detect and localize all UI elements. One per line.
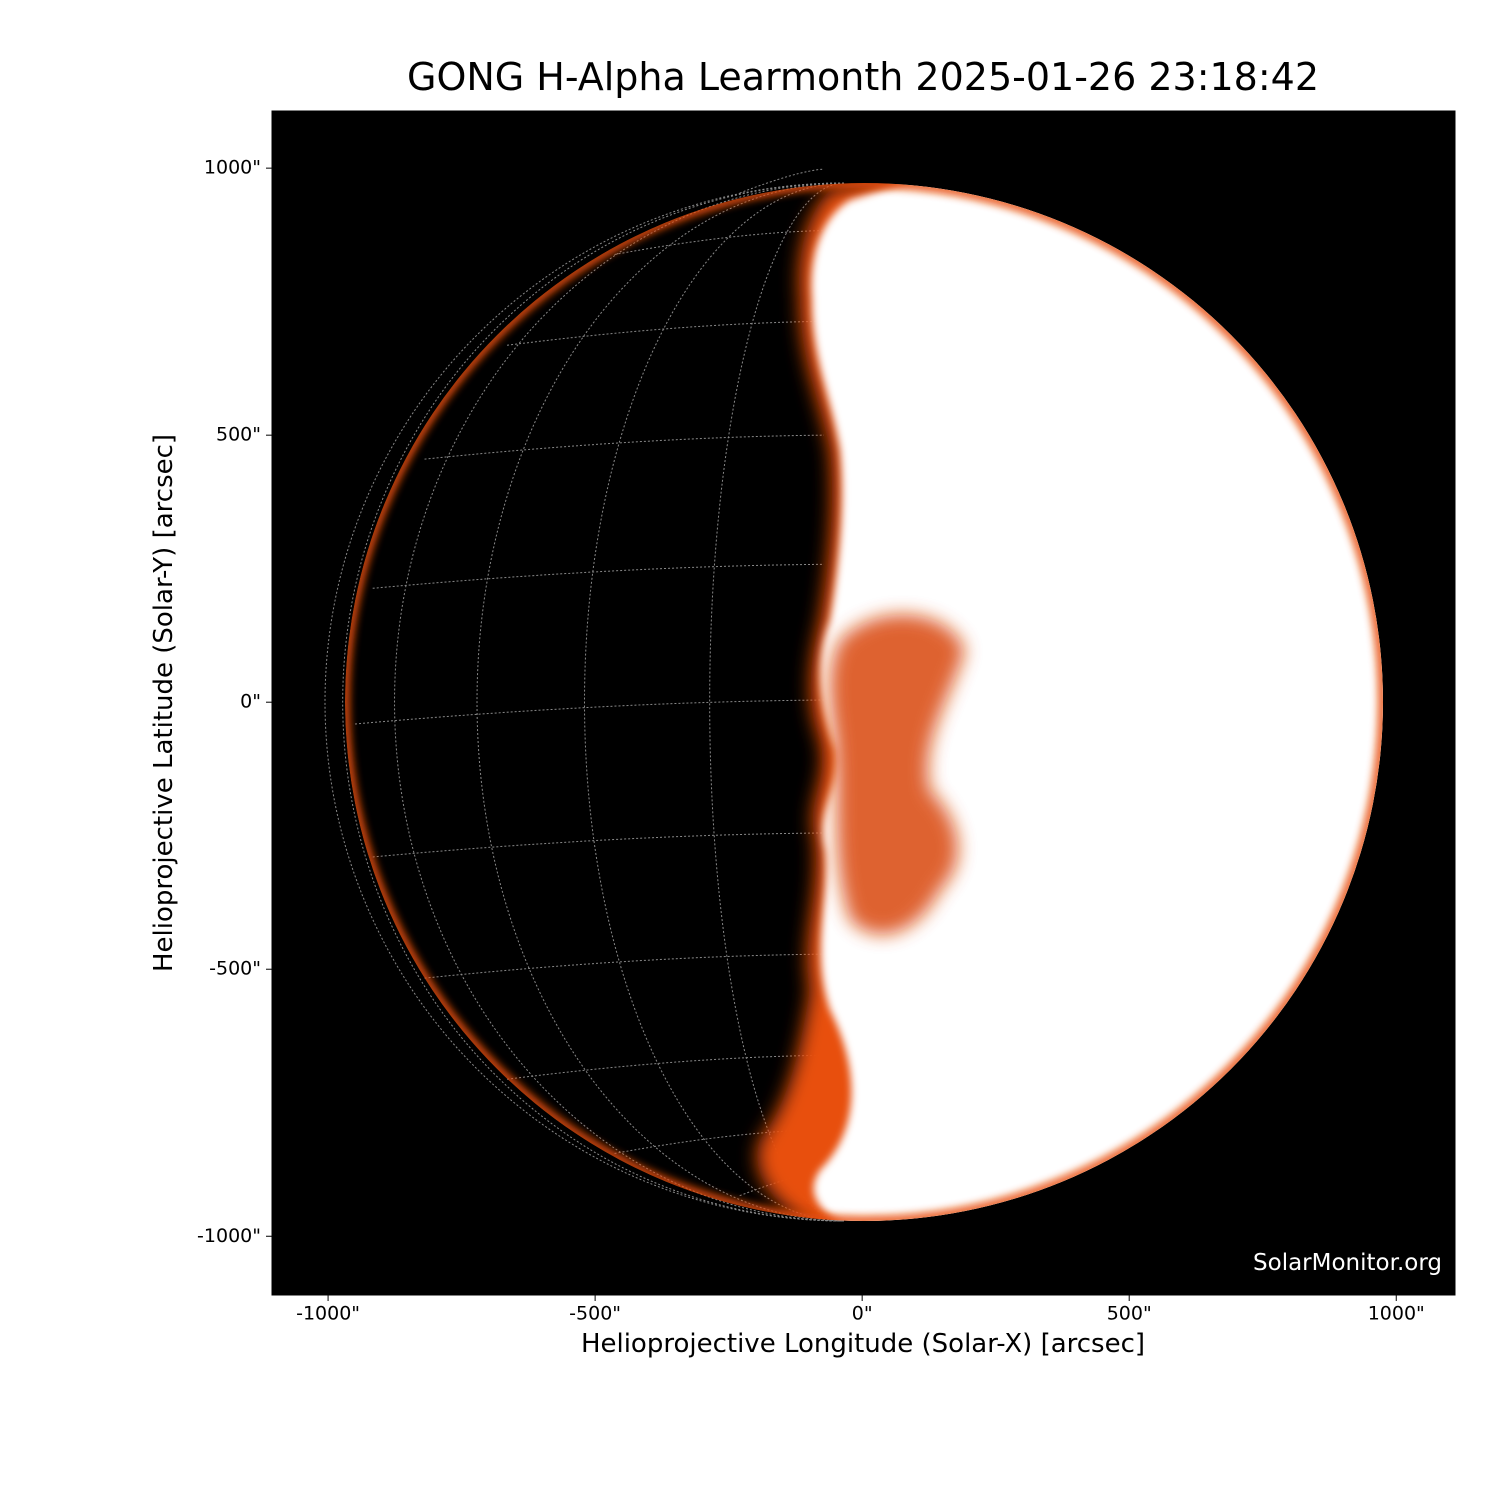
x-tick-label: 0" [852, 1303, 873, 1325]
y-axis-label: Helioprojective Latitude (Solar-Y) [arcs… [149, 434, 179, 972]
y-tick-label: 500" [216, 424, 261, 446]
meridian [584, 182, 845, 1222]
parallel [506, 320, 825, 346]
x-tick-label: 1000" [1368, 1303, 1425, 1325]
y-tick-label: 0" [240, 691, 261, 713]
y-tick-label: -500" [209, 958, 261, 980]
sun-image [324, 168, 1383, 1222]
annotation: SolarMonitor.org [1253, 1250, 1442, 1276]
parallel [614, 230, 825, 256]
y-tick-label: 1000" [204, 157, 261, 179]
parallel [424, 953, 825, 979]
x-tick-label: -1000" [296, 1303, 360, 1325]
axes-frame [271, 110, 1456, 1296]
parallel [506, 1054, 825, 1080]
x-axis-label: Helioprojective Longitude (Solar-X) [arc… [581, 1329, 1145, 1359]
meridian [394, 182, 845, 1222]
parallel [372, 563, 825, 589]
y-tick-label: -1000" [197, 1225, 261, 1247]
meridian [476, 182, 845, 1222]
parallel [372, 832, 825, 858]
meridian [342, 182, 845, 1222]
parallel [354, 699, 825, 725]
x-tick-label: -500" [569, 1303, 621, 1325]
parallel [424, 434, 825, 460]
x-tick-label: 500" [1107, 1303, 1152, 1325]
parallel [739, 168, 825, 194]
chart-title: GONG H-Alpha Learmonth 2025-01-26 23:18:… [407, 55, 1319, 99]
